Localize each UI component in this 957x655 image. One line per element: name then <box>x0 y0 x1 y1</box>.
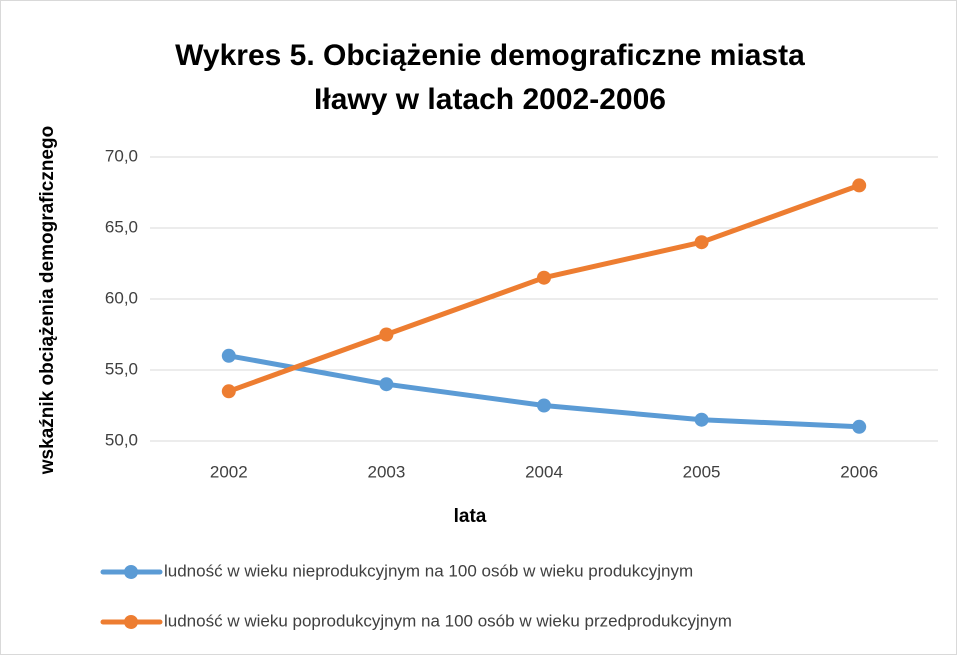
legend-marker <box>124 565 138 579</box>
x-tick-label: 2002 <box>210 462 248 481</box>
chart-title: Iławy w latach 2002-2006 <box>314 83 666 116</box>
data-point <box>221 384 236 399</box>
data-point <box>379 377 394 392</box>
data-point <box>694 235 709 250</box>
data-point <box>852 178 867 193</box>
x-tick-label: 2005 <box>683 462 721 481</box>
data-point <box>537 270 551 285</box>
y-axis-title: wskaźnik obciążenia demograficznego <box>37 126 58 475</box>
legend-marker <box>124 615 138 629</box>
x-axis-title: lata <box>454 506 487 527</box>
data-point <box>379 327 394 342</box>
x-tick-label: 2006 <box>840 462 878 481</box>
x-tick-label: 2003 <box>367 462 405 481</box>
y-tick-label: 65,0 <box>105 217 138 236</box>
legend-label: ludność w wieku nieprodukcyjnym na 100 o… <box>164 561 693 580</box>
legend-label: ludność w wieku poprodukcyjnym na 100 os… <box>164 611 732 630</box>
y-tick-label: 50,0 <box>105 430 138 449</box>
data-point <box>537 398 551 413</box>
data-point <box>221 348 236 363</box>
x-tick-label: 2004 <box>525 462 563 481</box>
chart-title: Wykres 5. Obciążenie demograficzne miast… <box>175 39 805 72</box>
y-tick-label: 60,0 <box>105 288 138 307</box>
y-tick-label: 70,0 <box>105 146 138 165</box>
data-point <box>852 419 867 434</box>
data-point <box>694 412 709 427</box>
y-tick-label: 55,0 <box>105 359 138 378</box>
